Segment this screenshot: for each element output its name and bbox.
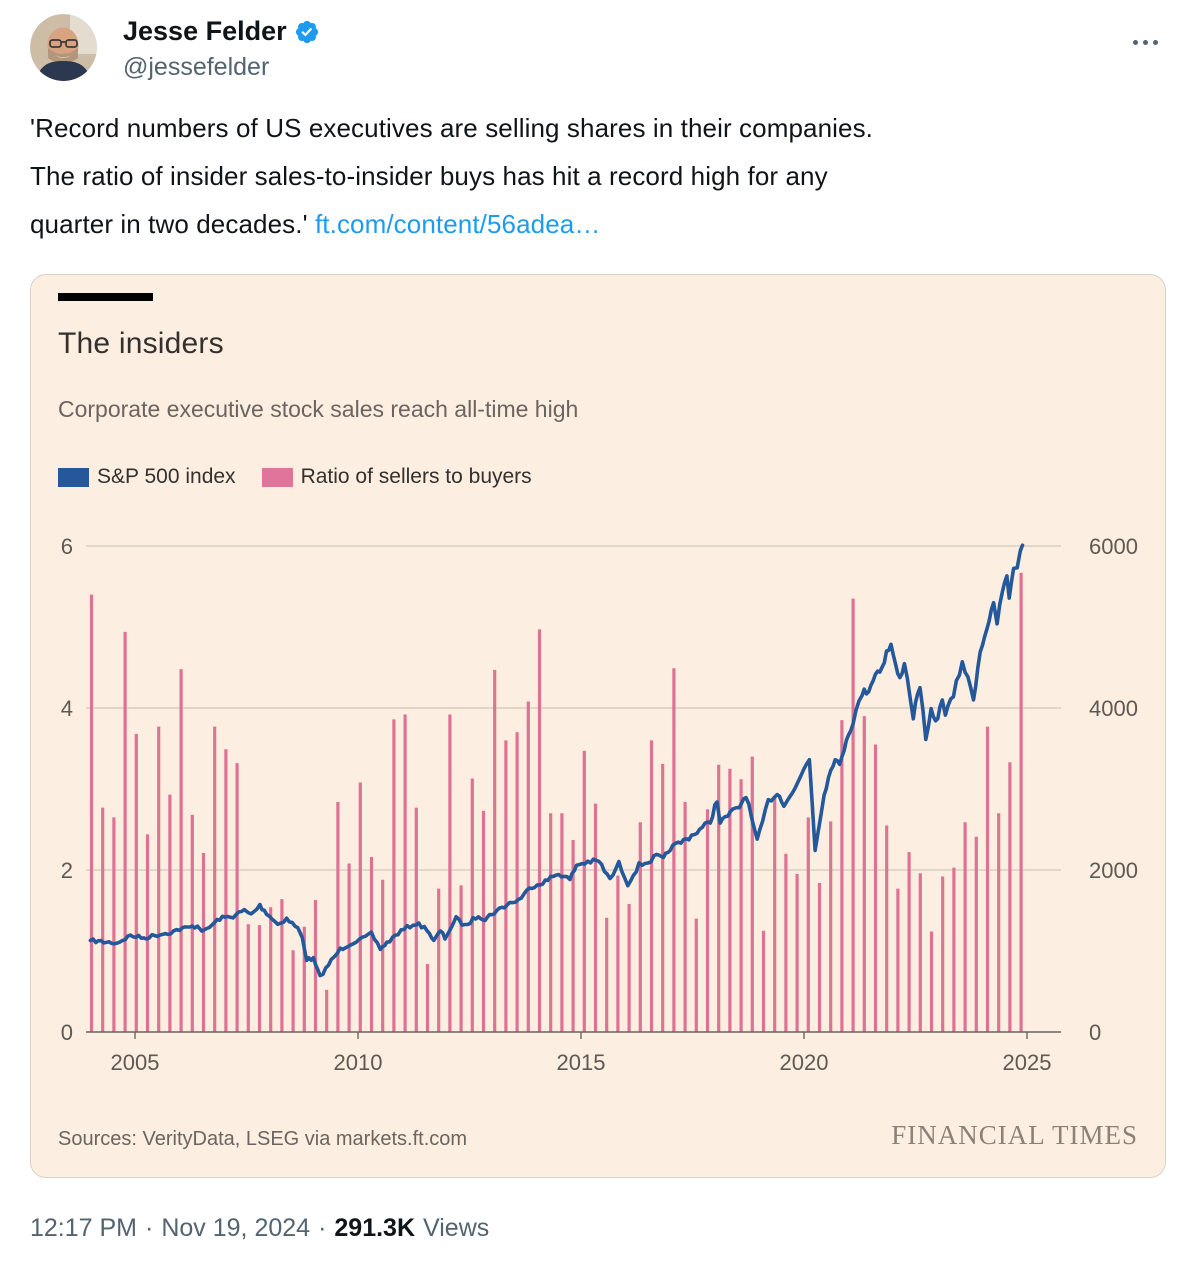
tweet-time: 12:17 PM bbox=[30, 1214, 138, 1242]
svg-text:4000: 4000 bbox=[1089, 696, 1138, 721]
author-handle[interactable]: @jessefelder bbox=[123, 53, 270, 81]
avatar-image bbox=[30, 14, 97, 81]
tweet-meta: 12:17 PM · Nov 19, 2024 · 291.3K Views bbox=[30, 1214, 1166, 1243]
chart-subtitle: Corporate executive stock sales reach al… bbox=[58, 396, 579, 422]
tweet-link[interactable]: ft.com/content/56adea… bbox=[314, 209, 601, 239]
svg-text:2025: 2025 bbox=[1003, 1050, 1052, 1075]
tweet-text-line: 'Record numbers of US executives are sel… bbox=[30, 113, 874, 143]
financial-times-logo: FINANCIAL TIMES bbox=[891, 1120, 1138, 1150]
views-label[interactable]: Views bbox=[423, 1214, 490, 1242]
tweet-text-line: The ratio of insider sales-to-insider bu… bbox=[30, 161, 828, 191]
legend-item-sp500: S&P 500 index bbox=[58, 465, 236, 489]
more-button[interactable] bbox=[1125, 32, 1166, 53]
views-count: 291.3K bbox=[334, 1214, 416, 1242]
chart-card[interactable]: The insiders Corporate executive stock s… bbox=[30, 274, 1166, 1178]
tweet-text: 'Record numbers of US executives are sel… bbox=[30, 104, 1166, 248]
legend-label-sp500: S&P 500 index bbox=[97, 465, 236, 488]
chart-legend: S&P 500 index Ratio of sellers to buyers bbox=[58, 465, 1138, 489]
legend-swatch-pink bbox=[261, 467, 293, 487]
svg-text:2010: 2010 bbox=[334, 1050, 383, 1075]
legend-swatch-blue bbox=[58, 467, 89, 487]
separator-dot: · bbox=[318, 1214, 327, 1242]
tweet-page: Jesse Felder @jessefelder 'Record number… bbox=[0, 14, 1196, 1243]
chart-plot: 0 2 4 6 0 2000 4000 6000 2005 2010 2015 2020 2025 bbox=[31, 525, 1165, 1100]
author-block: Jesse Felder @jessefelder bbox=[123, 14, 320, 82]
svg-text:0: 0 bbox=[61, 1020, 73, 1045]
svg-text:2000: 2000 bbox=[1089, 858, 1138, 883]
svg-text:6: 6 bbox=[61, 534, 73, 559]
tweet-date: Nov 19, 2024 bbox=[161, 1214, 311, 1242]
verified-badge-icon bbox=[295, 20, 318, 43]
avatar[interactable] bbox=[30, 14, 97, 81]
svg-text:2015: 2015 bbox=[557, 1050, 606, 1075]
chart-svg: 0 2 4 6 0 2000 4000 6000 2005 2010 2015 2020 2025 bbox=[61, 534, 1138, 1075]
ft-flag-bar bbox=[58, 293, 153, 301]
more-icon bbox=[1133, 40, 1138, 45]
svg-text:2020: 2020 bbox=[780, 1050, 829, 1075]
svg-text:4: 4 bbox=[61, 696, 73, 721]
svg-text:0: 0 bbox=[1089, 1020, 1101, 1045]
svg-text:6000: 6000 bbox=[1089, 534, 1138, 559]
svg-text:2: 2 bbox=[61, 858, 73, 883]
separator-dot: · bbox=[145, 1214, 154, 1242]
author-name[interactable]: Jesse Felder bbox=[123, 16, 287, 46]
tweet-header: Jesse Felder @jessefelder bbox=[30, 14, 1166, 82]
tweet-text-line: quarter in two decades.' bbox=[30, 209, 315, 239]
svg-text:2005: 2005 bbox=[111, 1050, 160, 1075]
chart-card-footer: Sources: VerityData, LSEG via markets.ft… bbox=[58, 1120, 1138, 1151]
chart-title: The insiders bbox=[58, 327, 224, 360]
legend-label-ratio: Ratio of sellers to buyers bbox=[300, 465, 532, 488]
legend-item-ratio: Ratio of sellers to buyers bbox=[261, 465, 532, 489]
chart-sources: Sources: VerityData, LSEG via markets.ft… bbox=[58, 1128, 468, 1150]
